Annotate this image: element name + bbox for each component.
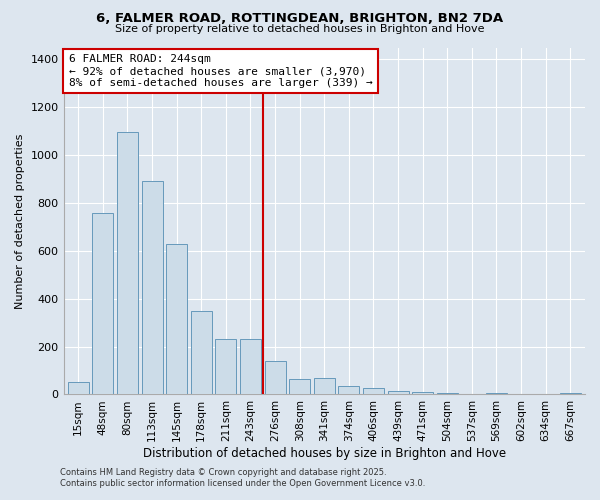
Bar [68,382,89,394]
Bar [412,392,433,394]
Bar [142,182,163,394]
Bar [289,379,310,394]
Text: 6, FALMER ROAD, ROTTINGDEAN, BRIGHTON, BN2 7DA: 6, FALMER ROAD, ROTTINGDEAN, BRIGHTON, B… [97,12,503,26]
Bar [166,244,187,394]
Text: 6 FALMER ROAD: 244sqm
← 92% of detached houses are smaller (3,970)
8% of semi-de: 6 FALMER ROAD: 244sqm ← 92% of detached … [69,54,373,88]
Text: Contains HM Land Registry data © Crown copyright and database right 2025.
Contai: Contains HM Land Registry data © Crown c… [60,468,425,487]
Bar [363,388,384,394]
Bar [191,310,212,394]
Bar [215,340,236,394]
Bar [265,361,286,394]
Bar [92,212,113,394]
Y-axis label: Number of detached properties: Number of detached properties [15,134,25,308]
Bar [338,386,359,394]
X-axis label: Distribution of detached houses by size in Brighton and Hove: Distribution of detached houses by size … [143,447,506,460]
Bar [240,340,261,394]
Bar [117,132,138,394]
Text: Size of property relative to detached houses in Brighton and Hove: Size of property relative to detached ho… [115,24,485,34]
Bar [388,391,409,394]
Bar [314,378,335,394]
